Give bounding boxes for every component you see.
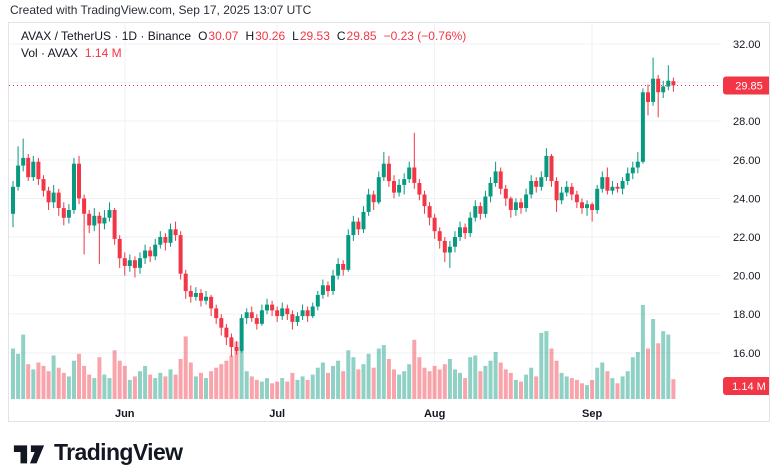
volume-value: 1.14 M	[84, 46, 122, 60]
svg-text:Jul: Jul	[269, 408, 285, 420]
svg-text:26.00: 26.00	[733, 155, 761, 167]
tradingview-logo-text: TradingView	[54, 438, 183, 465]
low-label: L	[292, 29, 299, 43]
legend-line-1: AVAX / TetherUS · 1D · Binance O30.07 H30.…	[21, 28, 466, 45]
last-volume-badge: 1.14 M	[723, 377, 769, 395]
chart-canvas[interactable]: 32.00 28.00 26.00 24.00 22.00 20.00 18.00 16.00…	[9, 23, 769, 421]
tradingview-logo-icon	[13, 445, 45, 464]
change-value: −0.23 (−0.76%)	[383, 29, 467, 43]
last-price-badge: 29.85	[723, 76, 769, 95]
legend-line-2: Vol · AVAX 1.14 M	[21, 45, 466, 62]
high-value: 30.26	[255, 29, 286, 43]
volume-bars	[11, 305, 676, 399]
attribution-text: Created with TradingView.com, Sep 17, 20…	[10, 3, 312, 17]
candles	[11, 57, 676, 357]
volume-label[interactable]: Vol · AVAX	[21, 46, 78, 60]
price-axis-labels: 32.00 28.00 26.00 24.00 22.00 20.00 18.00 16.00	[733, 39, 761, 360]
close-label: C	[336, 29, 346, 43]
low-value: 29.53	[299, 29, 330, 43]
svg-text:Jun: Jun	[115, 408, 135, 420]
svg-text:32.00: 32.00	[733, 39, 761, 51]
svg-text:16.00: 16.00	[733, 348, 761, 360]
legend: AVAX / TetherUS · 1D · Binance O30.07 H30.…	[21, 28, 466, 62]
svg-text:24.00: 24.00	[733, 193, 761, 205]
svg-text:28.00: 28.00	[733, 116, 761, 128]
svg-text:Aug: Aug	[424, 408, 445, 420]
svg-text:20.00: 20.00	[733, 271, 761, 283]
open-label: O	[198, 29, 208, 43]
chart-panel: 32.00 28.00 26.00 24.00 22.00 20.00 18.00 16.00…	[8, 22, 770, 422]
svg-text:29.85: 29.85	[735, 81, 763, 93]
symbol-title[interactable]: AVAX / TetherUS · 1D · Binance	[21, 29, 192, 43]
svg-text:22.00: 22.00	[733, 232, 761, 244]
high-label: H	[245, 29, 255, 43]
svg-text:18.00: 18.00	[733, 309, 761, 321]
open-value: 30.07	[208, 29, 239, 43]
close-value: 29.85	[346, 29, 377, 43]
svg-text:1.14 M: 1.14 M	[732, 381, 766, 393]
svg-text:Sep: Sep	[582, 408, 602, 420]
time-axis-labels: Jun Jul Aug Sep	[115, 408, 603, 420]
tradingview-logo[interactable]: TradingView	[12, 438, 183, 466]
